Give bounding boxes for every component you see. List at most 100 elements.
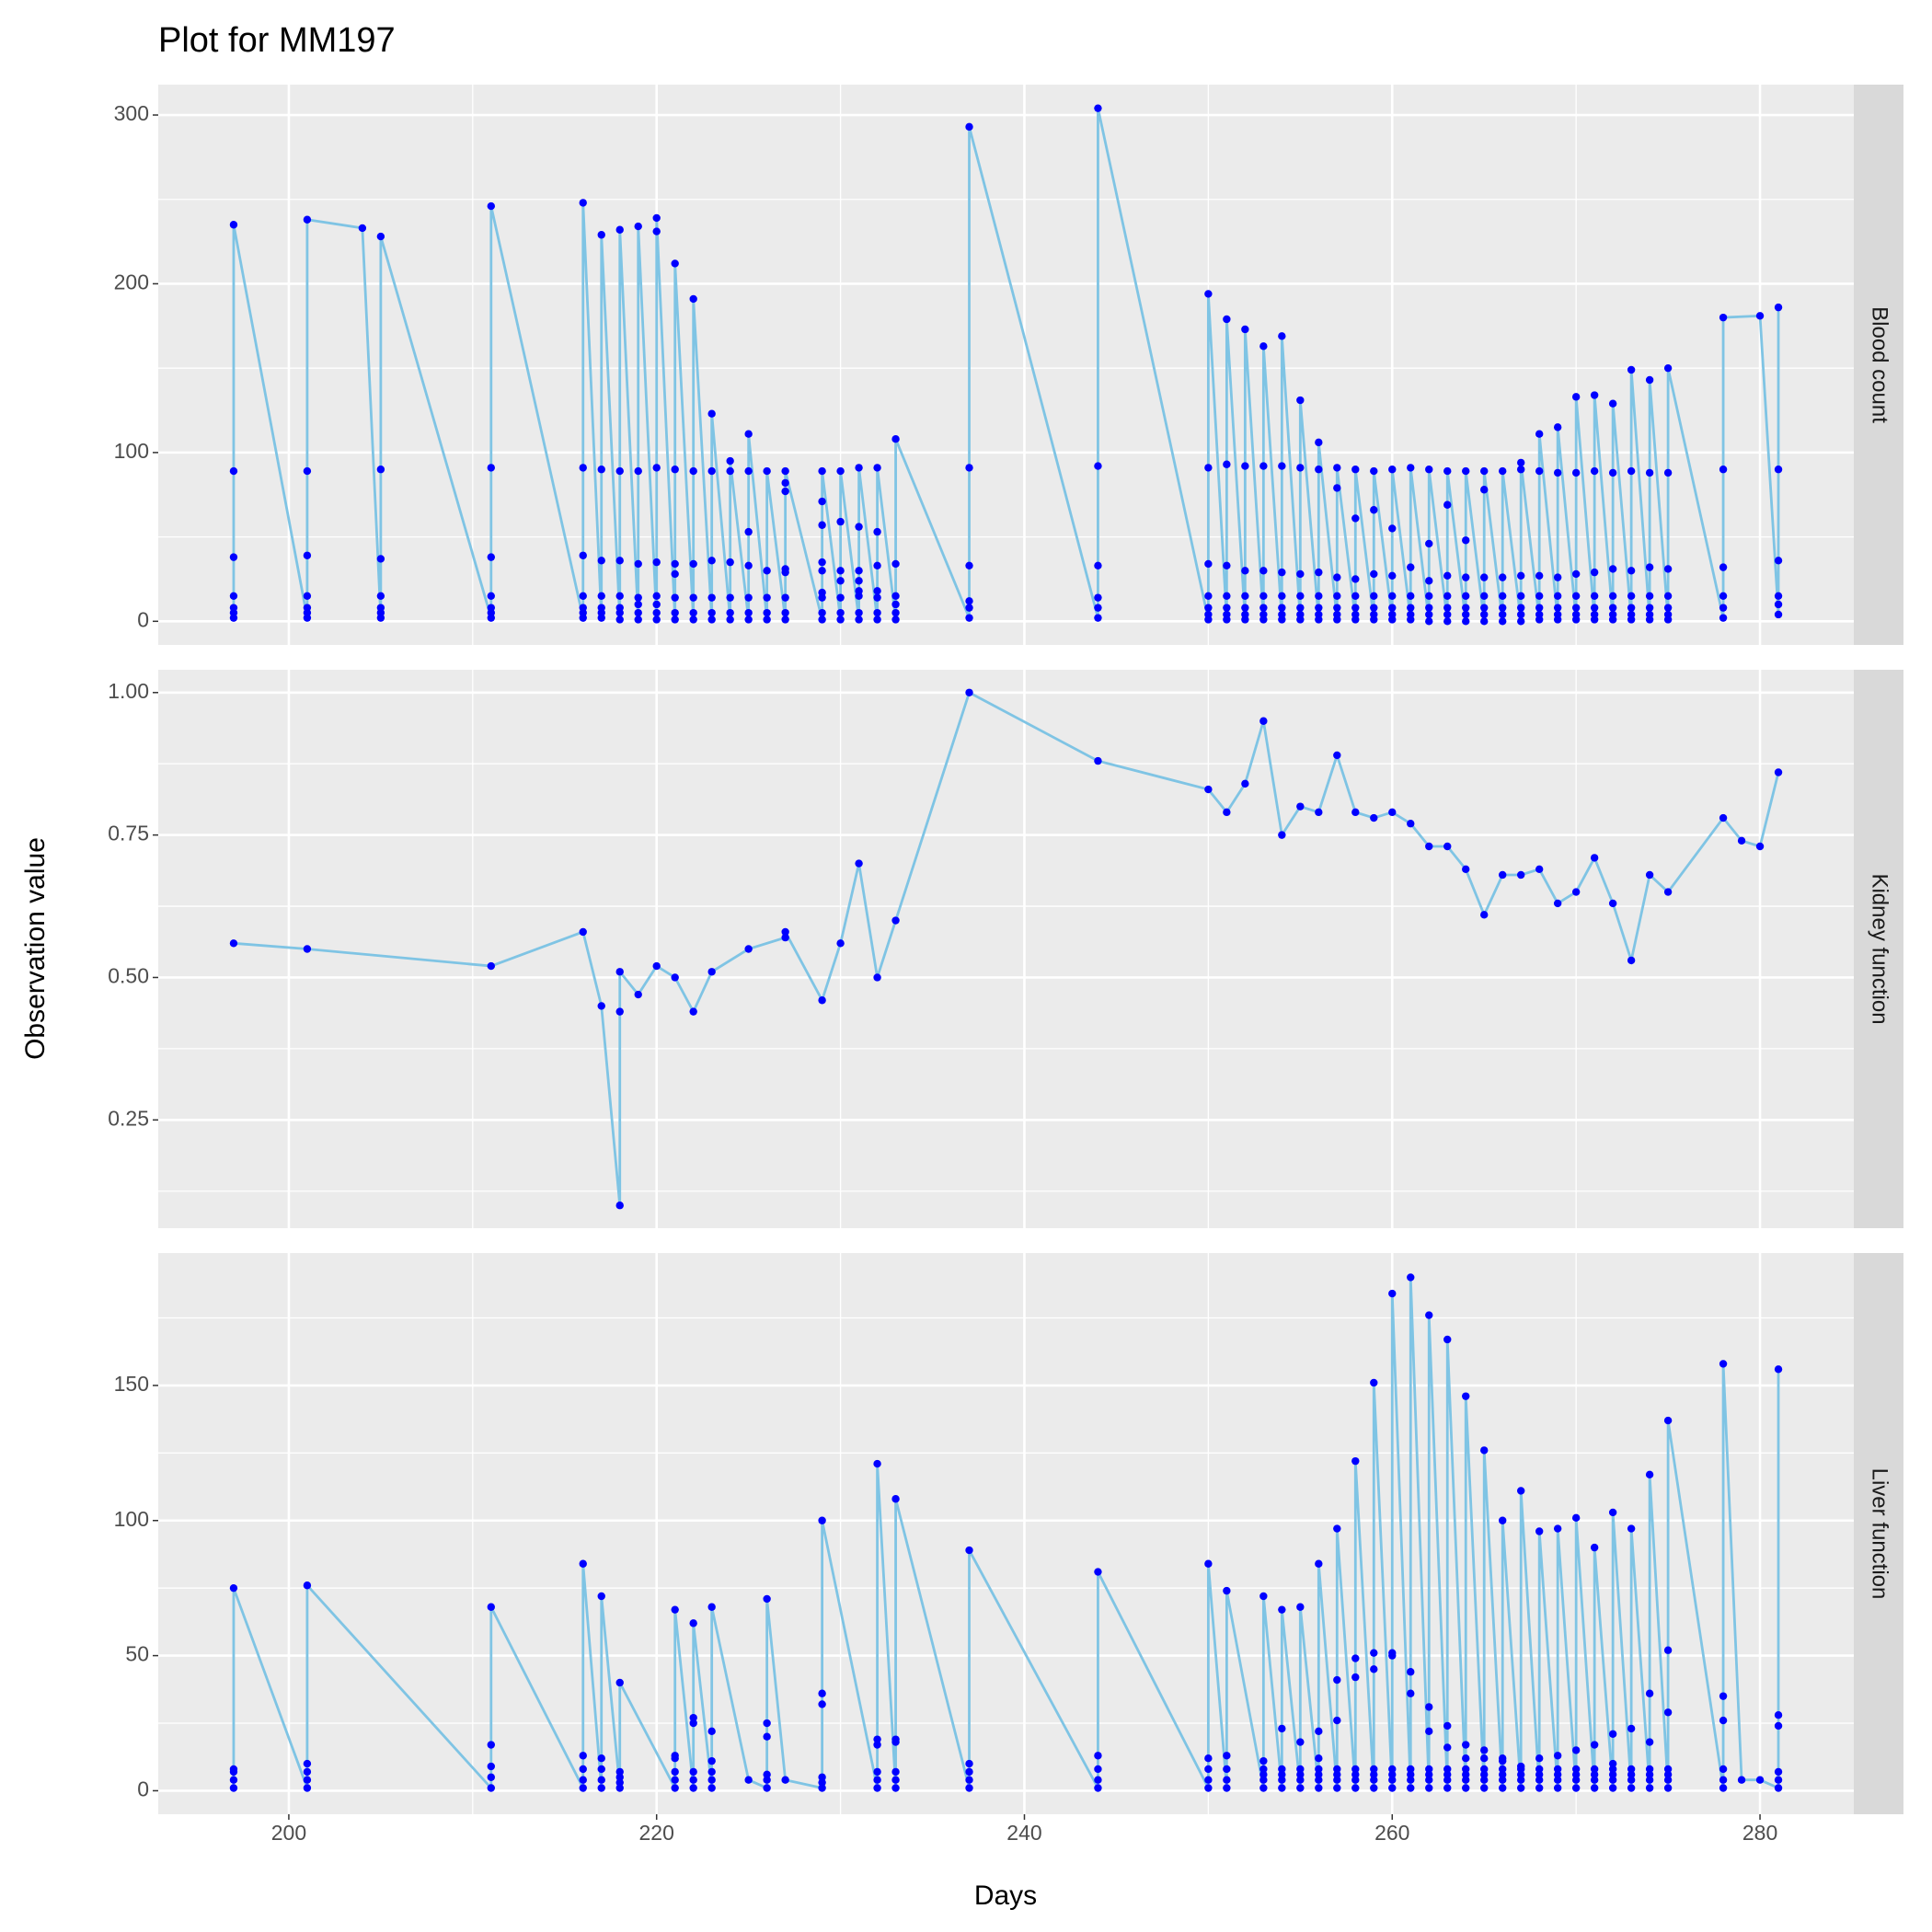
data-point <box>1499 592 1507 601</box>
data-point <box>1351 610 1360 619</box>
data-point <box>818 558 826 567</box>
data-point <box>1571 393 1581 401</box>
data-point <box>1241 462 1249 470</box>
data-point <box>597 592 605 601</box>
data-point <box>1204 785 1213 794</box>
data-point <box>1425 1311 1433 1319</box>
data-point <box>1499 1765 1507 1774</box>
data-point <box>1223 1586 1231 1595</box>
data-point <box>1370 604 1378 612</box>
data-point <box>855 859 863 868</box>
data-point <box>1388 1776 1397 1784</box>
data-point <box>1535 430 1544 438</box>
data-point <box>1462 1784 1470 1792</box>
data-point <box>707 1727 716 1736</box>
data-point <box>1407 592 1415 601</box>
data-point <box>1480 1776 1489 1784</box>
data-point <box>1663 1784 1673 1792</box>
data-point <box>1425 1703 1433 1711</box>
data-point <box>1425 1776 1433 1784</box>
data-point <box>1571 1746 1581 1754</box>
data-point <box>873 1741 881 1749</box>
data-point <box>358 224 367 233</box>
data-point <box>855 615 863 624</box>
data-point <box>1351 1654 1360 1662</box>
data-point <box>689 615 697 624</box>
data-point <box>1535 865 1544 873</box>
data-point <box>1535 610 1544 619</box>
data-point <box>781 615 789 624</box>
data-point <box>1719 1765 1728 1774</box>
data-point <box>744 466 753 476</box>
data-point <box>229 604 238 612</box>
data-point <box>873 615 881 624</box>
data-point <box>615 1202 624 1210</box>
data-point <box>1663 888 1673 896</box>
data-point <box>671 559 679 569</box>
data-point <box>487 604 496 612</box>
data-point <box>891 1784 900 1792</box>
data-point <box>579 604 587 612</box>
data-point <box>818 567 826 575</box>
data-point <box>1571 569 1581 579</box>
data-point <box>1425 842 1433 851</box>
data-point <box>1425 1784 1433 1792</box>
data-point <box>229 553 238 561</box>
data-point <box>1462 466 1470 476</box>
data-point <box>1663 604 1673 612</box>
data-point <box>1315 610 1323 619</box>
data-point <box>1278 610 1286 619</box>
data-point <box>1425 466 1433 474</box>
data-point <box>1645 604 1654 612</box>
data-point <box>781 608 789 617</box>
data-point <box>597 1776 605 1784</box>
data-point <box>1407 820 1415 828</box>
data-point <box>1462 1741 1470 1749</box>
data-point <box>1553 1765 1562 1774</box>
data-point <box>891 916 900 925</box>
data-point <box>965 561 973 569</box>
data-point <box>1388 604 1397 612</box>
data-point <box>1516 1784 1525 1792</box>
y-tick-label: 100 <box>114 439 149 463</box>
data-point <box>634 600 642 609</box>
data-point <box>1480 592 1489 601</box>
data-point <box>1571 1784 1581 1792</box>
data-point <box>1315 1765 1323 1774</box>
data-point <box>891 592 900 601</box>
data-point <box>1663 592 1673 601</box>
data-point <box>1425 1727 1433 1736</box>
facet-label: Liver function <box>1868 1468 1892 1600</box>
data-point <box>1443 500 1452 509</box>
data-point <box>763 593 771 602</box>
data-point <box>1499 1784 1507 1792</box>
y-tick-label: 0 <box>137 607 149 631</box>
data-point <box>1333 1784 1341 1792</box>
data-point <box>781 478 789 488</box>
data-point <box>1388 524 1397 533</box>
data-point <box>1223 1752 1231 1760</box>
facet-strip <box>1854 1253 1903 1814</box>
data-point <box>1608 610 1617 619</box>
data-point <box>1443 1721 1452 1731</box>
data-point <box>1351 514 1360 523</box>
data-point <box>1480 610 1489 619</box>
data-point <box>1535 571 1544 580</box>
data-point <box>1608 399 1617 408</box>
data-point <box>1223 1784 1231 1792</box>
data-point <box>1388 466 1397 474</box>
data-point <box>1462 610 1470 619</box>
data-point <box>615 225 624 234</box>
data-point <box>615 604 624 612</box>
data-point <box>1516 617 1525 626</box>
data-point <box>707 968 716 976</box>
data-point <box>873 593 881 602</box>
data-point <box>1388 808 1397 817</box>
data-point <box>1296 1738 1305 1746</box>
data-point <box>1590 1776 1599 1784</box>
data-point <box>1590 1770 1599 1779</box>
data-point <box>1259 1756 1268 1765</box>
facet-label: Blood count <box>1868 306 1892 423</box>
data-point <box>1094 1776 1102 1784</box>
data-point <box>597 1784 605 1792</box>
